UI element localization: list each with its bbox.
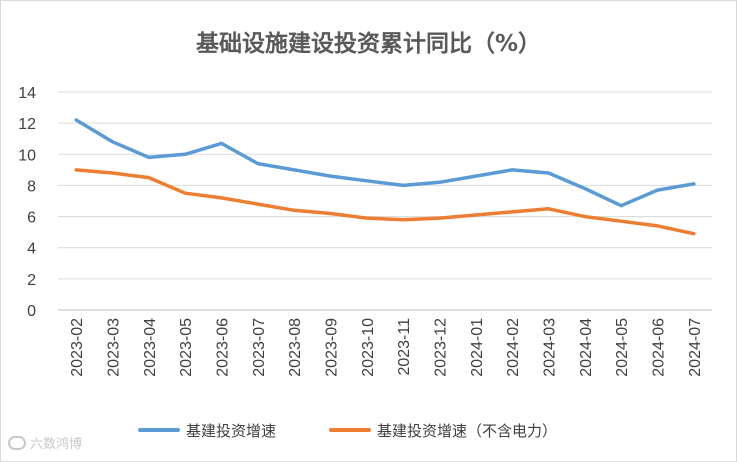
legend-label: 基建投资增速（不含电力）: [377, 422, 557, 440]
series-line-2: [74, 168, 696, 236]
y-axis-tick-labels: 0 2 4 6 8 10 12 14: [18, 85, 36, 320]
x-tick-label: 2023-11: [396, 318, 413, 376]
x-tick-label: 2023-09: [324, 318, 341, 377]
series-lines: [74, 118, 696, 236]
x-tick-label: 2023-03: [106, 318, 123, 377]
x-tick-label: 2023-10: [360, 318, 377, 377]
x-tick-label: 2024-07: [687, 318, 704, 377]
x-tick-label: 2024-03: [542, 318, 559, 377]
watermark: 六数鸿博: [8, 433, 82, 452]
y-tick-label: 0: [27, 303, 36, 320]
x-tick-label: 2024-02: [505, 318, 522, 377]
x-tick-label: 2024-01: [469, 318, 486, 377]
chart-title: 基础设施建设投资累计同比（%）: [195, 31, 542, 57]
legend-label: 基建投资增速: [186, 422, 276, 440]
y-tick-label: 12: [18, 116, 36, 133]
x-tick-label: 2023-02: [69, 318, 86, 377]
x-tick-label: 2023-05: [178, 318, 195, 377]
y-tick-label: 6: [27, 210, 36, 227]
x-tick-label: 2023-06: [215, 318, 232, 377]
watermark-text: 六数鸿博: [30, 437, 83, 452]
x-tick-label: 2024-04: [578, 318, 595, 377]
series-line-1: [74, 118, 696, 208]
x-tick-label: 2023-04: [142, 318, 159, 377]
x-tick-label: 2024-06: [651, 318, 668, 377]
x-tick-label: 2023-08: [287, 318, 304, 377]
legend: 基建投资增速 基建投资增速（不含电力）: [138, 422, 557, 440]
x-tick-label: 2024-05: [614, 318, 631, 377]
x-tick-label: 2023-07: [251, 318, 268, 377]
x-tick-label: 2023-12: [433, 318, 450, 377]
y-tick-label: 4: [27, 241, 36, 258]
y-tick-label: 14: [18, 85, 36, 102]
x-axis-tick-labels: 2023-02 2023-03 2023-04 2023-05 2023-06 2023-…: [69, 318, 704, 377]
watermark-logo-icon: [8, 435, 26, 450]
y-tick-label: 8: [27, 178, 36, 195]
y-tick-label: 2: [27, 272, 36, 289]
y-tick-label: 10: [18, 147, 36, 164]
